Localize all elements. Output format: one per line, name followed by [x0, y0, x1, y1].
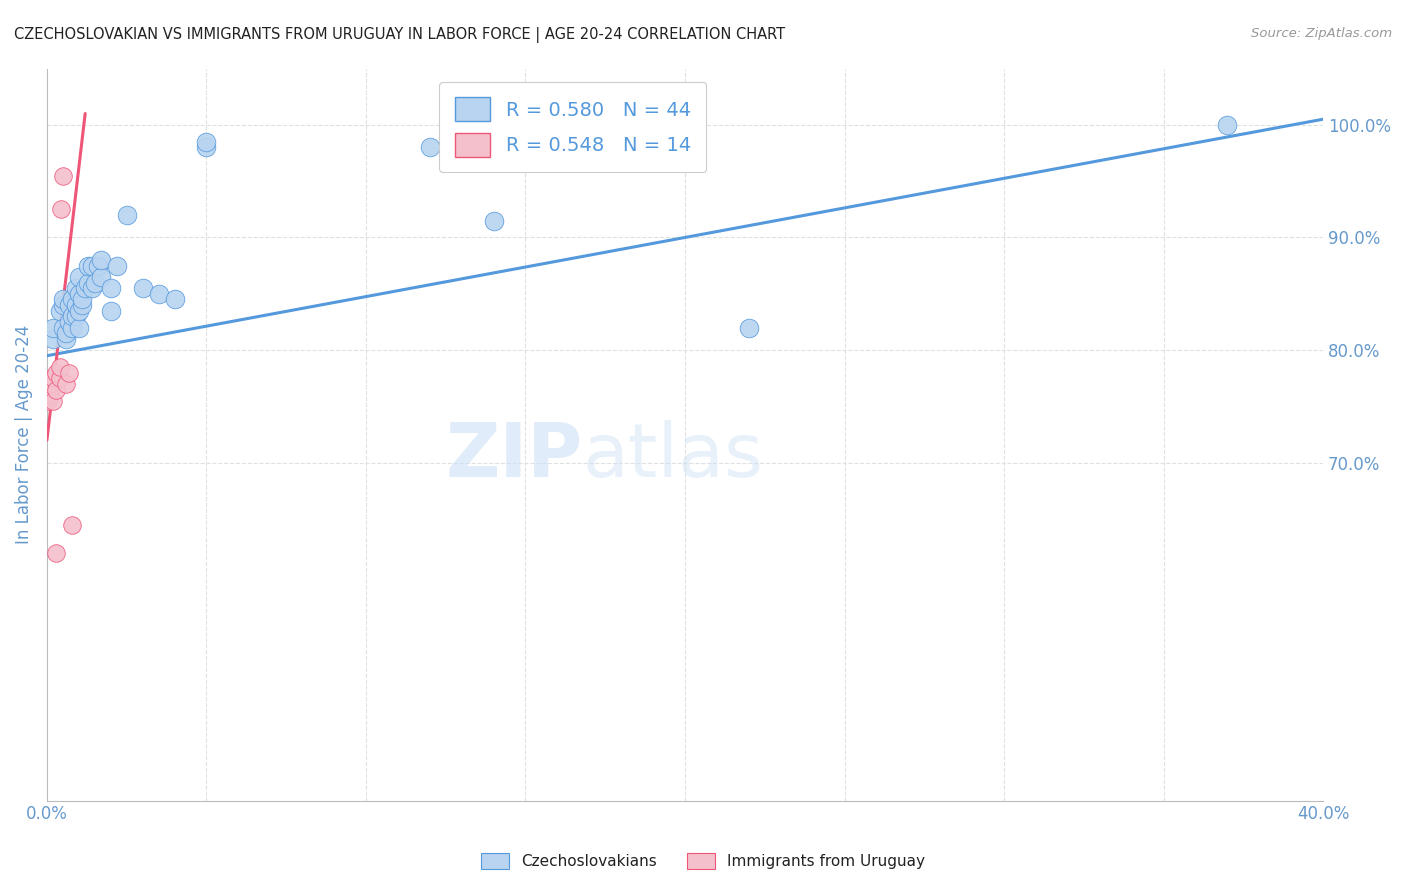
Point — [52, 320, 75, 334]
Point — [48, 303, 70, 318]
Point — [115, 208, 138, 222]
Point — [58, 366, 80, 380]
Point — [39, 376, 62, 391]
Text: atlas: atlas — [583, 420, 763, 493]
Point — [482, 213, 505, 227]
Point — [77, 259, 100, 273]
Point — [75, 281, 97, 295]
Point — [738, 320, 761, 334]
Point — [51, 202, 73, 217]
Point — [90, 252, 112, 267]
Point — [45, 383, 67, 397]
Point — [42, 332, 65, 346]
Point — [42, 320, 65, 334]
Point — [65, 281, 87, 295]
Point — [131, 281, 153, 295]
Legend: Czechoslovakians, Immigrants from Uruguay: Czechoslovakians, Immigrants from Urugua… — [475, 847, 931, 875]
Point — [90, 269, 112, 284]
Point — [77, 276, 100, 290]
Point — [419, 140, 441, 154]
Point — [55, 332, 77, 346]
Point — [67, 303, 90, 318]
Point — [195, 140, 218, 154]
Point — [52, 293, 75, 307]
Point — [39, 388, 62, 402]
Point — [52, 169, 75, 183]
Text: CZECHOSLOVAKIAN VS IMMIGRANTS FROM URUGUAY IN LABOR FORCE | AGE 20-24 CORRELATIO: CZECHOSLOVAKIAN VS IMMIGRANTS FROM URUGU… — [14, 27, 785, 43]
Point — [195, 135, 218, 149]
Point — [62, 310, 84, 324]
Text: Source: ZipAtlas.com: Source: ZipAtlas.com — [1251, 27, 1392, 40]
Point — [62, 293, 84, 307]
Point — [58, 298, 80, 312]
Point — [67, 320, 90, 334]
Point — [58, 315, 80, 329]
Point — [62, 320, 84, 334]
Text: ZIP: ZIP — [446, 420, 583, 493]
Point — [65, 298, 87, 312]
Point — [83, 276, 105, 290]
Point — [62, 517, 84, 532]
Point — [163, 293, 186, 307]
Point — [105, 259, 128, 273]
Point — [65, 310, 87, 324]
Point — [42, 371, 65, 385]
Point — [48, 359, 70, 374]
Point — [70, 298, 93, 312]
Point — [67, 269, 90, 284]
Point — [52, 298, 75, 312]
Point — [37, 393, 59, 408]
Point — [70, 293, 93, 307]
Point — [80, 259, 103, 273]
Point — [80, 281, 103, 295]
Point — [87, 259, 110, 273]
Point — [67, 286, 90, 301]
Point — [45, 546, 67, 560]
Point — [148, 286, 170, 301]
Point — [100, 281, 122, 295]
Point — [48, 371, 70, 385]
Point — [45, 366, 67, 380]
Point — [55, 376, 77, 391]
Point — [55, 326, 77, 341]
Point — [100, 303, 122, 318]
Y-axis label: In Labor Force | Age 20-24: In Labor Force | Age 20-24 — [15, 325, 32, 544]
Legend: R = 0.580   N = 44, R = 0.548   N = 14: R = 0.580 N = 44, R = 0.548 N = 14 — [440, 82, 706, 172]
Point — [42, 393, 65, 408]
Point — [1216, 118, 1239, 132]
